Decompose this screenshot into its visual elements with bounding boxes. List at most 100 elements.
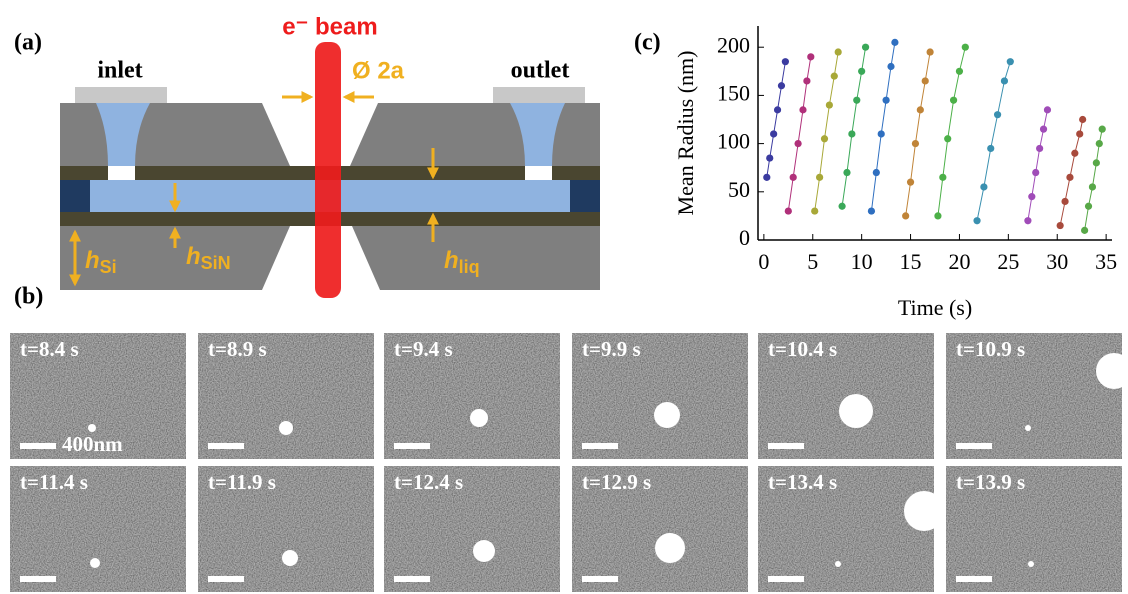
data-point: [994, 111, 1001, 118]
data-point: [794, 140, 801, 147]
data-point: [816, 174, 823, 181]
micrograph-frame: t=13.4 s: [758, 466, 944, 592]
data-point: [1028, 193, 1035, 200]
frame-time-label: t=10.4 s: [768, 337, 837, 361]
data-point: [907, 179, 914, 186]
micrograph-frame: t=8.9 s: [198, 333, 374, 459]
electron-beam: [315, 42, 341, 298]
subscript: liq: [459, 257, 480, 277]
scale-bar: [768, 443, 804, 449]
frame-time-label: t=11.4 s: [20, 470, 88, 494]
data-point: [973, 217, 980, 224]
scale-bar: [394, 443, 430, 449]
data-point: [782, 58, 789, 65]
beam-label: e⁻ beam: [282, 13, 377, 40]
data-point: [1071, 150, 1078, 157]
frame-time-label: t=12.4 s: [394, 470, 463, 494]
scale-bar: [956, 576, 992, 582]
micrograph-frame: t=10.9 s: [946, 333, 1128, 459]
data-point: [838, 203, 845, 210]
micrograph-frame: t=10.4 s: [758, 333, 934, 459]
data-point: [922, 77, 929, 84]
data-point: [868, 207, 875, 214]
particle: [904, 491, 944, 531]
subscript: Si: [100, 257, 117, 277]
panel-label: (b): [14, 284, 43, 310]
data-point: [821, 135, 828, 142]
y-tick-label: 50: [728, 177, 750, 202]
x-tick-label: 25: [997, 249, 1019, 274]
symbol: h: [186, 243, 201, 270]
data-point: [927, 48, 934, 55]
y-tick-label: 0: [739, 225, 750, 250]
data-point: [939, 174, 946, 181]
data-point: [1040, 126, 1047, 133]
data-point: [858, 68, 865, 75]
data-point: [803, 77, 810, 84]
particle: [470, 409, 488, 427]
scale-bar: [208, 443, 244, 449]
particle: [835, 561, 841, 567]
data-point: [878, 130, 885, 137]
data-point: [980, 183, 987, 190]
frame-time-label: t=8.9 s: [208, 337, 267, 361]
data-point: [1001, 77, 1008, 84]
y-tick-label: 150: [717, 80, 750, 105]
sin-layer: [60, 166, 108, 180]
frame-time-label: t=9.9 s: [582, 337, 641, 361]
x-tick-label: 0: [758, 249, 769, 274]
data-point: [1066, 174, 1073, 181]
scale-bar: [20, 576, 56, 582]
particle: [654, 402, 680, 428]
data-point: [934, 212, 941, 219]
x-tick-label: 15: [900, 249, 922, 274]
frame-time-label: t=9.4 s: [394, 337, 453, 361]
frame-time-label: t=10.9 s: [956, 337, 1025, 361]
x-tick-label: 30: [1046, 249, 1068, 274]
data-point: [1079, 116, 1086, 123]
data-point: [770, 130, 777, 137]
data-point: [1076, 130, 1083, 137]
data-point: [763, 174, 770, 181]
inlet-cap: [75, 87, 167, 103]
particle: [88, 424, 96, 432]
data-point: [1036, 145, 1043, 152]
micrograph-frame: t=9.4 s: [384, 333, 560, 459]
micrograph-frame: t=11.9 s: [198, 466, 374, 592]
fit-line: [906, 52, 930, 216]
data-point: [1024, 217, 1031, 224]
data-point: [873, 169, 880, 176]
data-point: [1057, 222, 1064, 229]
x-tick-label: 5: [807, 249, 818, 274]
data-point: [848, 130, 855, 137]
particle: [655, 533, 685, 563]
particle: [473, 540, 495, 562]
scale-bar: [582, 576, 618, 582]
data-point: [853, 97, 860, 104]
data-point: [1007, 58, 1014, 65]
frame-time-label: t=13.4 s: [768, 470, 837, 494]
micrograph-frame: t=12.4 s: [384, 466, 560, 592]
sin-layer: [552, 166, 600, 180]
frame-time-label: t=8.4 s: [20, 337, 79, 361]
micrograph-frame: t=11.4 s: [10, 466, 186, 592]
x-tick-label: 35: [1095, 249, 1117, 274]
seal: [570, 180, 600, 212]
y-tick-label: 200: [717, 32, 750, 57]
data-point: [912, 140, 919, 147]
outlet-label: outlet: [511, 58, 570, 84]
scale-bar: [20, 443, 56, 449]
x-tick-label: 20: [948, 249, 970, 274]
diameter-label: Ø 2a: [352, 57, 405, 84]
frame-time-label: t=12.9 s: [582, 470, 651, 494]
data-point: [956, 68, 963, 75]
data-point: [831, 73, 838, 80]
data-point: [1085, 203, 1092, 210]
data-point: [778, 82, 785, 89]
particle: [1028, 561, 1034, 567]
data-point: [950, 97, 957, 104]
scale-bar: [582, 443, 618, 449]
data-point: [1061, 198, 1068, 205]
y-tick-label: 100: [717, 129, 750, 154]
x-tick-label: 10: [851, 249, 873, 274]
